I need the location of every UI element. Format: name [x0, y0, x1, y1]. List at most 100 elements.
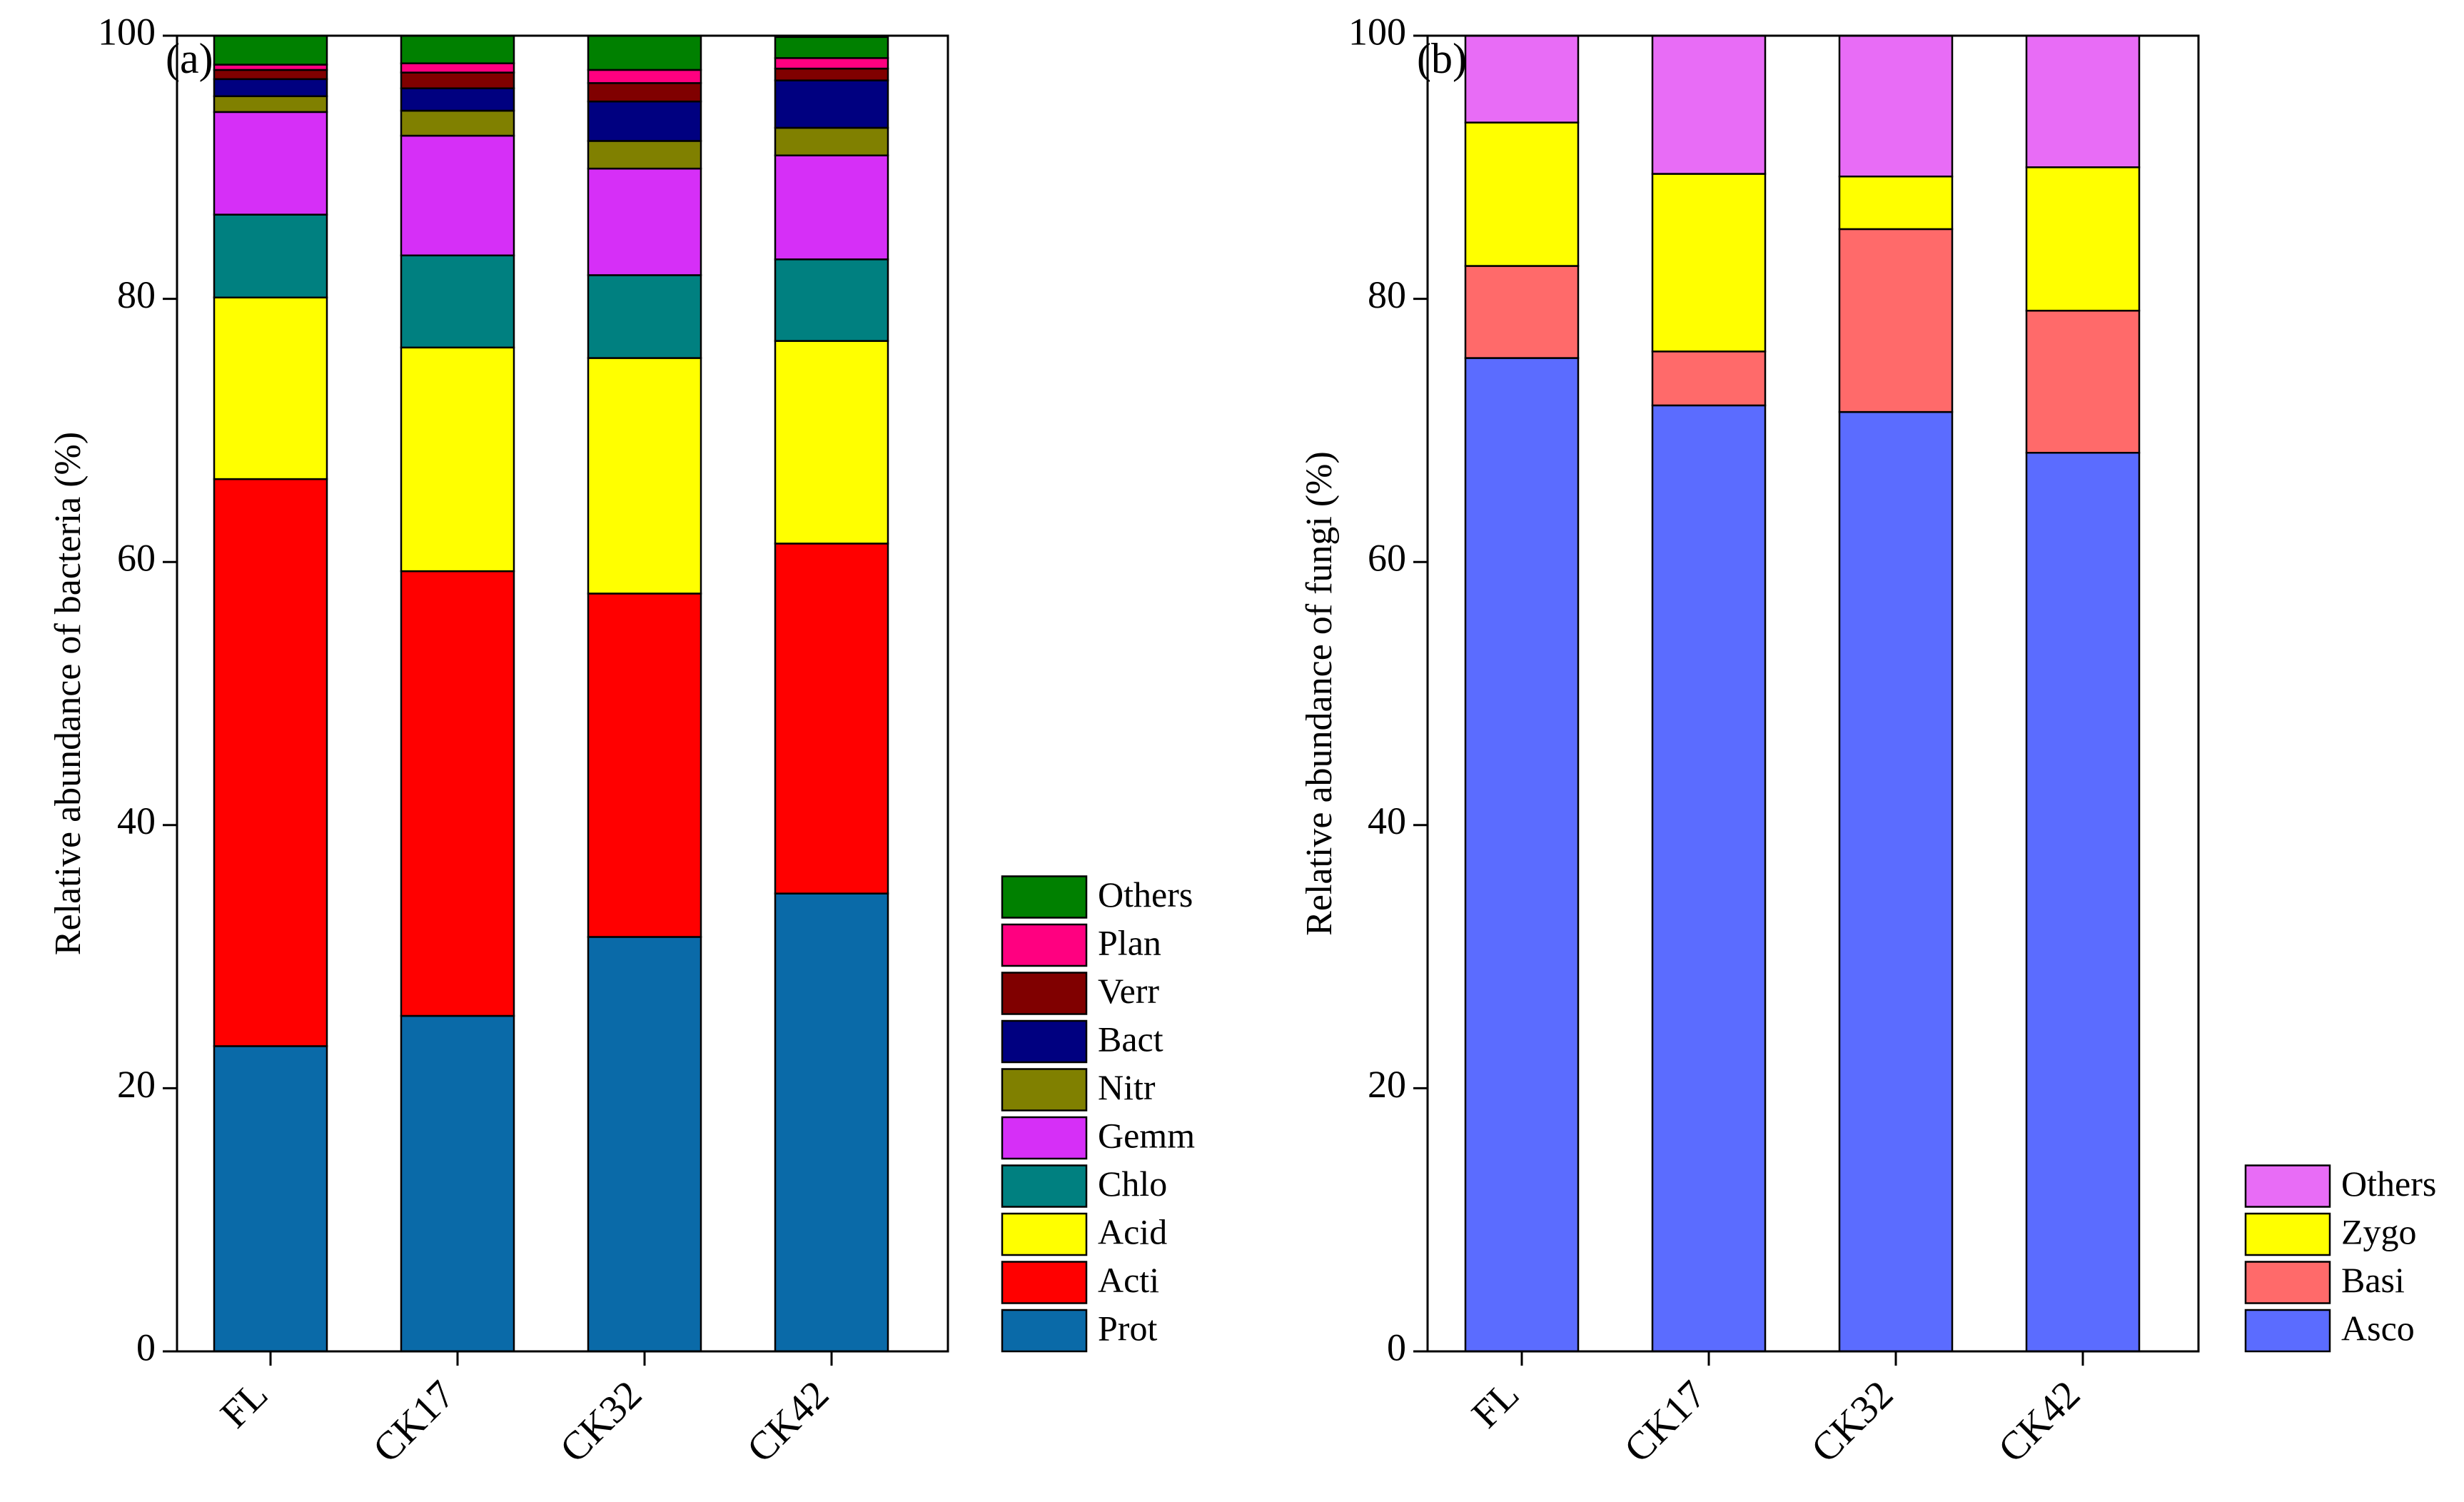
bar-segment-ck42-acti — [774, 543, 889, 894]
legend: Others Zygo Basi Asco — [2244, 1164, 2436, 1353]
bar-segment-ck42-verr — [774, 67, 889, 81]
bar-segment-fl-others — [1464, 34, 1580, 124]
bar-segment-fl-others — [213, 34, 328, 66]
legend: Others Plan Verr Bact Nitr Gemm Chlo Acid Acti Pr… — [1001, 875, 1195, 1353]
y-tick-label: 20 — [117, 1063, 156, 1106]
bar-segment-ck32-others — [587, 34, 702, 71]
bar-segment-fl-asco — [1464, 357, 1580, 1353]
legend-label-others: Others — [1098, 875, 1193, 914]
bar-segment-fl-basi — [1464, 265, 1580, 359]
legend-label-chlo: Chlo — [1098, 1164, 1167, 1204]
x-tick-label-ck32: CK32 — [1803, 1372, 1902, 1471]
bar-segment-ck32-plan — [587, 69, 702, 84]
bar-segment-ck32-chlo — [587, 274, 702, 359]
x-tick-label-ck17: CK17 — [365, 1372, 463, 1471]
legend-label-plan: Plan — [1098, 922, 1161, 962]
bar-segment-ck42-zygo — [2025, 166, 2141, 312]
bar-segment-ck17-acid — [400, 346, 515, 573]
y-tick-label: 40 — [117, 800, 156, 842]
bar-segment-ck17-plan — [400, 62, 515, 74]
legend-swatch-zygo — [2244, 1212, 2331, 1256]
bar-segment-ck17-asco — [1651, 404, 1767, 1353]
bar-segment-ck17-gemm — [400, 134, 515, 257]
bar-segment-ck32-others — [1838, 34, 1954, 178]
bar-segment-ck32-gemm — [587, 167, 702, 276]
bar-segment-ck32-verr — [587, 82, 702, 103]
bar-segment-ck42-acid — [774, 340, 889, 545]
bar-segment-fl-prot — [213, 1045, 328, 1353]
legend-label-others: Others — [2341, 1164, 2436, 1204]
x-tick-label-ck42: CK42 — [1990, 1372, 2089, 1471]
bar-segment-ck32-nitr — [587, 140, 702, 170]
bar-segment-ck17-basi — [1651, 351, 1767, 407]
bar-segment-ck42-plan — [774, 57, 889, 70]
legend-swatch-nitr — [1001, 1068, 1088, 1112]
bar-segment-ck17-chlo — [400, 254, 515, 349]
bar-segment-ck42-others — [774, 36, 889, 59]
bar-segment-fl-gemm — [213, 111, 328, 216]
bar-segment-ck32-acid — [587, 357, 702, 595]
bar-segment-ck17-others — [400, 34, 515, 64]
legend-swatch-acid — [1001, 1212, 1088, 1256]
legend-label-acid: Acid — [1098, 1211, 1167, 1251]
bar-segment-ck42-others — [2025, 34, 2141, 168]
bar-segment-ck17-bact — [400, 87, 515, 112]
legend-swatch-chlo — [1001, 1164, 1088, 1208]
bar-segment-ck32-acti — [587, 593, 702, 938]
legend-swatch-bact — [1001, 1019, 1088, 1064]
bar-segment-ck32-bact — [587, 100, 702, 142]
legend-swatch-acti — [1001, 1261, 1088, 1304]
x-tick-label-ck32: CK32 — [552, 1372, 650, 1471]
legend-label-verr: Verr — [1098, 971, 1159, 1011]
bar-segment-ck17-verr — [400, 71, 515, 89]
x-tick-label-ck42: CK42 — [739, 1372, 837, 1471]
legend-label-bact: Bact — [1098, 1019, 1163, 1059]
y-tick-label: 20 — [1368, 1063, 1406, 1106]
bar-segment-fl-bact — [213, 78, 328, 98]
y-tick-label: 60 — [1368, 537, 1406, 580]
y-tick-label: 40 — [1368, 800, 1406, 842]
legend-label-prot: Prot — [1098, 1308, 1157, 1348]
bar-segment-ck42-nitr — [774, 126, 889, 156]
y-tick-label: 100 — [98, 10, 156, 53]
panel-label: (b) — [1417, 35, 1467, 82]
legend-label-basi: Basi — [2341, 1260, 2405, 1300]
legend-label-gemm: Gemm — [1098, 1115, 1195, 1155]
panel-label: (a) — [166, 35, 213, 82]
legend-label-asco: Asco — [2341, 1308, 2415, 1348]
bar-segment-ck17-acti — [400, 570, 515, 1017]
bar-segment-fl-nitr — [213, 95, 328, 114]
y-tick-label: 0 — [136, 1326, 156, 1369]
bar-segment-ck32-prot — [587, 936, 702, 1353]
legend-swatch-prot — [1001, 1309, 1088, 1353]
bar-segment-ck32-zygo — [1838, 175, 1954, 231]
bar-segment-ck42-bact — [774, 79, 889, 129]
y-tick-label: 80 — [1368, 273, 1406, 316]
legend-label-nitr: Nitr — [1098, 1067, 1156, 1107]
legend-swatch-others — [1001, 875, 1088, 919]
bar-segment-ck17-others — [1651, 34, 1767, 175]
legend-label-zygo: Zygo — [2341, 1211, 2417, 1251]
y-tick-label: 80 — [117, 273, 156, 316]
y-tick-label: 0 — [1387, 1326, 1406, 1369]
bar-segment-fl-acti — [213, 478, 328, 1047]
axes-frame — [176, 34, 949, 1353]
legend-swatch-asco — [2244, 1309, 2331, 1353]
y-tick-label: 100 — [1348, 10, 1406, 53]
bar-segment-ck42-asco — [2025, 451, 2141, 1353]
x-tick-label-fl: FL — [212, 1372, 276, 1436]
bacteria-chart-panel: FL CK17 CK32 CK42 0 20 40 60 80 100 Relative abund… — [48, 10, 1195, 1471]
bar-segment-ck42-gemm — [774, 154, 889, 261]
bar-segment-fl-chlo — [213, 213, 328, 299]
fungi-chart-panel: FL CK17 CK32 CK42 0 20 40 60 80 100 Relative abund… — [1299, 10, 2436, 1471]
x-tick-label-ck17: CK17 — [1616, 1372, 1715, 1471]
legend-swatch-verr — [1001, 972, 1088, 1015]
bar-segment-ck17-prot — [400, 1014, 515, 1353]
legend-swatch-basi — [2244, 1261, 2331, 1304]
bar-segment-ck17-zygo — [1651, 173, 1767, 353]
y-axis-title: Relative abundance of bacteria (%) — [48, 432, 89, 955]
legend-label-acti: Acti — [1098, 1260, 1159, 1300]
bar-segment-fl-acid — [213, 296, 328, 480]
bar-segment-fl-verr — [213, 69, 328, 81]
